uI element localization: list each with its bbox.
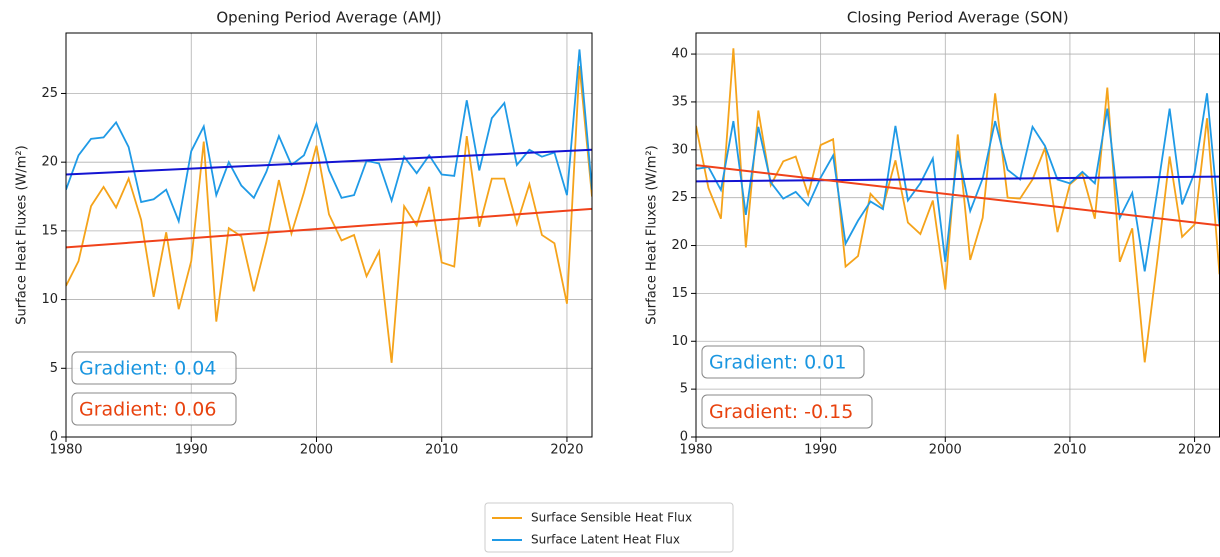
x-tick-label: 2010 [1053, 443, 1086, 458]
x-tick-label: 2000 [929, 443, 962, 458]
y-axis-label: Surface Heat Fluxes (W/m²) [15, 145, 30, 324]
x-tick-label: 1980 [49, 443, 82, 458]
x-tick-label: 1990 [804, 443, 837, 458]
legend-label: Surface Latent Heat Flux [531, 533, 680, 547]
y-tick-label: 30 [671, 142, 688, 157]
annotation: Gradient: 0.04 [79, 358, 216, 380]
y-tick-label: 35 [671, 94, 688, 109]
plot-area [696, 48, 1220, 363]
axes-frame [65, 32, 593, 438]
subplot-title: Opening Period Average (AMJ) [216, 9, 441, 27]
x-tick-label: 2020 [1178, 443, 1211, 458]
y-tick-label: 40 [671, 47, 688, 62]
y-tick-label: 0 [680, 430, 688, 445]
x-tick-label: 2020 [550, 443, 583, 458]
y-tick-label: 25 [41, 86, 58, 101]
y-tick-label: 0 [50, 430, 58, 445]
y-tick-label: 15 [41, 223, 58, 238]
trend-line [696, 175, 1220, 183]
annotation-box [701, 394, 873, 429]
y-tick-label: 15 [671, 286, 688, 301]
y-tick-label: 20 [671, 238, 688, 253]
series-line [696, 93, 1220, 272]
trend-line [66, 207, 592, 249]
annotation-box [71, 351, 237, 385]
plot-area [66, 49, 592, 363]
y-tick-label: 10 [41, 292, 58, 307]
series-line [696, 48, 1220, 363]
series-line [66, 65, 592, 363]
annotation: Gradient: 0.01 [709, 352, 846, 374]
y-tick-label: 5 [680, 382, 688, 397]
trend-line [66, 148, 592, 176]
y-tick-label: 25 [671, 190, 688, 205]
y-tick-label: 20 [41, 155, 58, 170]
x-tick-label: 2010 [425, 443, 458, 458]
series-line [66, 49, 592, 225]
annotation-box [71, 392, 237, 426]
subplot-title: Closing Period Average (SON) [847, 9, 1069, 27]
x-tick-label: 2000 [300, 443, 333, 458]
annotation: Gradient: -0.15 [709, 401, 853, 423]
y-tick-label: 10 [671, 334, 688, 349]
legend-label: Surface Sensible Heat Flux [531, 511, 692, 525]
annotation: Gradient: 0.06 [79, 399, 216, 421]
trend-line [696, 164, 1220, 227]
y-tick-label: 5 [50, 361, 58, 376]
x-tick-label: 1980 [679, 443, 712, 458]
y-axis-label: Surface Heat Fluxes (W/m²) [645, 145, 660, 324]
legend-box [484, 502, 734, 553]
x-tick-label: 1990 [175, 443, 208, 458]
annotation-box [701, 345, 865, 379]
